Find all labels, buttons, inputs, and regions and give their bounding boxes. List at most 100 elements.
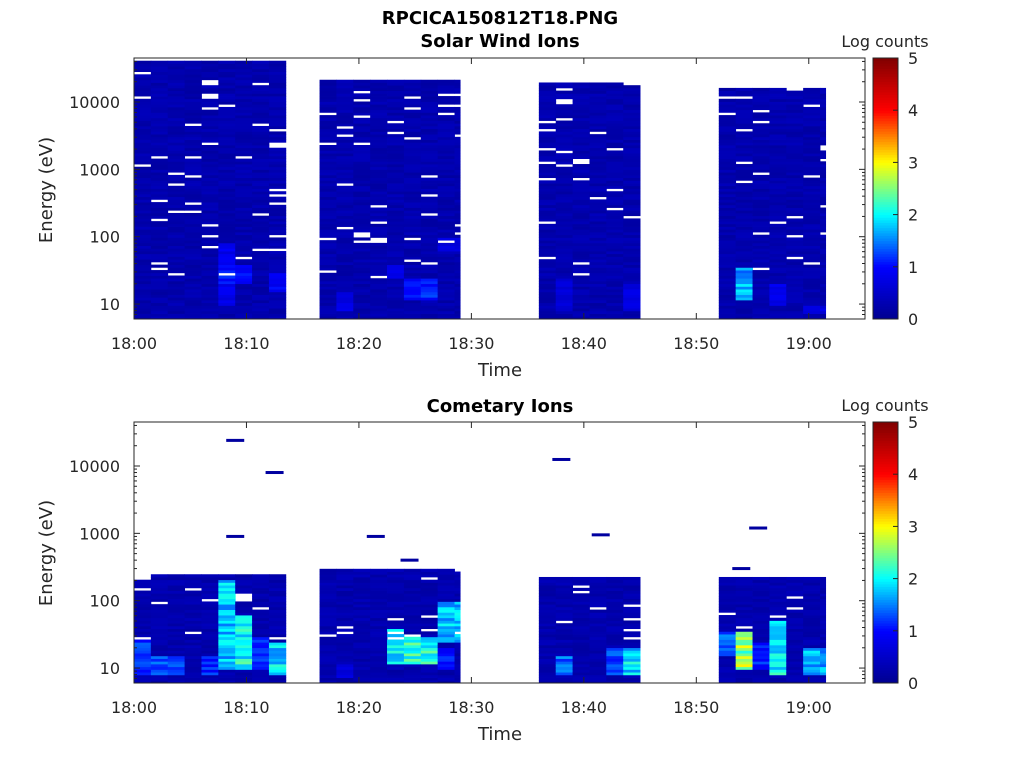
spectrogram-cell	[437, 620, 455, 624]
spectrogram-cell	[454, 294, 461, 298]
spectrogram-cell	[134, 642, 152, 646]
spectrogram-cell	[134, 131, 152, 135]
spectrogram-cell	[134, 142, 152, 146]
spectrogram-cell	[820, 248, 827, 252]
spectrogram-cell	[420, 145, 439, 149]
spectrogram-cell	[336, 620, 354, 624]
spectrogram-cell	[387, 576, 405, 581]
spectrogram-cell	[184, 655, 202, 659]
spectrogram-cell	[803, 112, 821, 116]
spectrogram-cell	[589, 669, 607, 673]
spectrogram-cell	[538, 289, 557, 293]
spectrogram-cell	[623, 223, 641, 227]
spectrogram-cell	[454, 199, 461, 203]
spectrogram-cell	[167, 672, 186, 676]
spectrogram-cell	[268, 639, 287, 643]
spectrogram-cell	[454, 625, 461, 630]
spectrogram-cell	[268, 604, 287, 608]
spectrogram-cell	[623, 147, 641, 151]
spectrogram-cell	[370, 215, 388, 219]
spectrogram-cell	[134, 672, 152, 676]
spectrogram-cell	[201, 644, 219, 649]
spectrogram-cell	[252, 625, 270, 630]
x-axis-label: Time	[477, 360, 522, 381]
spectrogram-cell	[353, 79, 371, 83]
colorbar-swatch	[873, 258, 898, 263]
spectrogram-cell	[786, 177, 804, 181]
spectrogram-cell	[572, 650, 590, 654]
spectrogram-cell	[370, 166, 388, 170]
spectrogram-cell	[353, 579, 371, 583]
spectrogram-cell	[319, 147, 337, 151]
spectrogram-cell	[623, 642, 641, 646]
spectrogram-cell	[167, 251, 186, 255]
spectrogram-cell	[403, 606, 422, 610]
spectrogram-cell	[167, 193, 186, 198]
spectrogram-cell	[201, 221, 219, 225]
spectrogram-cell	[803, 212, 821, 217]
spectrogram-cell	[370, 106, 388, 111]
spectrogram-cell	[454, 666, 461, 670]
spectrogram-cell	[134, 221, 152, 225]
spectrogram-cell	[370, 568, 388, 572]
spectrogram-cell	[319, 669, 337, 673]
colorbar-swatch	[873, 552, 898, 556]
spectrogram-cell	[235, 612, 253, 616]
spectrogram-cell	[786, 125, 804, 130]
spectrogram-cell	[555, 188, 573, 192]
spectrogram-cell	[319, 204, 337, 208]
spectrogram-cell	[150, 308, 169, 312]
spectrogram-cell	[735, 177, 753, 181]
spectrogram-cell	[252, 117, 270, 121]
colorbar-swatch	[873, 264, 898, 268]
spectrogram-cell	[606, 585, 624, 589]
colorbar-swatch	[873, 534, 898, 538]
spectrogram-cell	[555, 104, 573, 108]
spectrogram-cell	[268, 87, 287, 92]
spectrogram-cell	[268, 90, 287, 94]
spectrogram-cell	[218, 677, 236, 681]
x-tick-label: 18:00	[111, 334, 157, 353]
spectrogram-cell	[606, 582, 624, 586]
spectrogram-cell	[786, 576, 804, 581]
spectrogram-cell	[150, 180, 169, 184]
spectrogram-cell	[555, 147, 573, 151]
spectrogram-cell	[134, 310, 152, 314]
spectrogram-cell	[752, 131, 770, 135]
spectrogram-cell	[319, 234, 337, 238]
colorbar-swatch	[873, 277, 898, 281]
spectrogram-cell	[437, 606, 455, 610]
spectrogram-cell	[454, 85, 461, 89]
spectrogram-cell	[370, 90, 388, 94]
spectrogram-cell	[218, 223, 236, 227]
spectrogram-cell	[134, 177, 152, 181]
spectrogram-cell	[454, 636, 461, 640]
spectrogram-cell	[235, 226, 253, 230]
spectrogram-cell	[387, 661, 405, 665]
spectrogram-cell	[606, 90, 624, 94]
spectrogram-cell	[134, 674, 152, 678]
spectrogram-cell	[752, 155, 770, 159]
spectrogram-cell	[218, 136, 236, 140]
spectrogram-cell	[555, 155, 573, 159]
spectrogram-cell	[555, 596, 573, 600]
spectrogram-cell	[803, 672, 821, 676]
spectrogram-cell	[370, 248, 388, 252]
spectrogram-cell	[353, 663, 371, 668]
spectrogram-cell	[572, 232, 590, 236]
spectrogram-cell	[319, 644, 337, 649]
spectrogram-cell	[555, 207, 573, 211]
spectrogram-cell	[786, 264, 804, 268]
spectrogram-cell	[786, 153, 804, 157]
spectrogram-cell	[167, 601, 186, 605]
spectrogram-cell	[803, 617, 821, 621]
colorbar-swatch	[873, 89, 898, 93]
spectrogram-cell	[803, 245, 821, 249]
spectrogram-cell	[387, 177, 405, 181]
spectrogram-cell	[786, 202, 804, 206]
colorbar-swatch	[873, 222, 898, 226]
spectrogram-cell	[437, 313, 455, 317]
spectrogram-cell	[606, 289, 624, 293]
spectrogram-cell	[803, 628, 821, 632]
spectrogram-cell	[403, 291, 422, 295]
